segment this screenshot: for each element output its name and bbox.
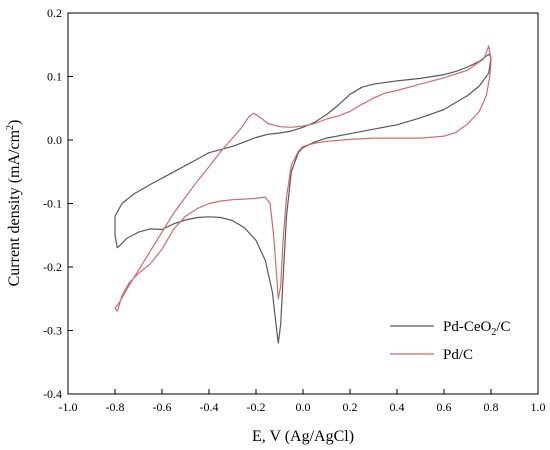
y-axis-title-close: ) xyxy=(6,120,23,125)
legend: Pd-CeO2/C Pd/C xyxy=(390,319,511,363)
x-tick-label: -1.0 xyxy=(59,400,78,414)
y-axis-title: Current density (mA/cm2) xyxy=(5,120,23,287)
series-layer xyxy=(114,45,492,344)
x-tick-label: 0.4 xyxy=(390,400,405,414)
x-tick-label: 0.6 xyxy=(437,400,452,414)
legend-label-pd-ceo2-c-sub: 2 xyxy=(491,327,496,338)
y-axis-title-main: Current density (mA/cm xyxy=(6,129,23,286)
legend-label-pd-ceo2-c-pre: Pd-CeO xyxy=(443,319,492,335)
x-tick-label: -0.6 xyxy=(153,400,172,414)
series-curve-pd-ceo2-c xyxy=(114,53,492,344)
y-tick-label: 0.1 xyxy=(47,70,62,84)
series-curve-pd-c xyxy=(114,45,492,312)
legend-label-pd-c: Pd/C xyxy=(443,347,473,363)
y-tick-label: 0.2 xyxy=(47,6,62,20)
axis-ticks: -1.0 -0.8 -0.6 -0.4 -0.2 0.0 0.2 0.4 0.6 0.8 1.0 -0… xyxy=(43,6,546,414)
x-tick-label: 1.0 xyxy=(531,400,546,414)
y-axis-title-sup: 2 xyxy=(5,125,16,130)
x-tick-label: 0.8 xyxy=(484,400,499,414)
x-tick-label: 0.0 xyxy=(296,400,311,414)
y-tick-label: -0.4 xyxy=(43,387,62,401)
y-tick-label: -0.3 xyxy=(43,324,62,338)
legend-label-pd-ceo2-c: Pd-CeO2/C xyxy=(443,319,511,338)
x-tick-label: 0.2 xyxy=(343,400,358,414)
legend-label-pd-ceo2-c-post: /C xyxy=(496,319,510,335)
y-tick-label: -0.1 xyxy=(43,197,62,211)
y-tick-label: 0.0 xyxy=(47,133,62,147)
x-tick-label: -0.8 xyxy=(106,400,125,414)
x-tick-label: -0.2 xyxy=(247,400,266,414)
x-tick-label: -0.4 xyxy=(200,400,219,414)
y-tick-label: -0.2 xyxy=(43,260,62,274)
x-axis-title: E, V (Ag/AgCl) xyxy=(252,428,354,445)
